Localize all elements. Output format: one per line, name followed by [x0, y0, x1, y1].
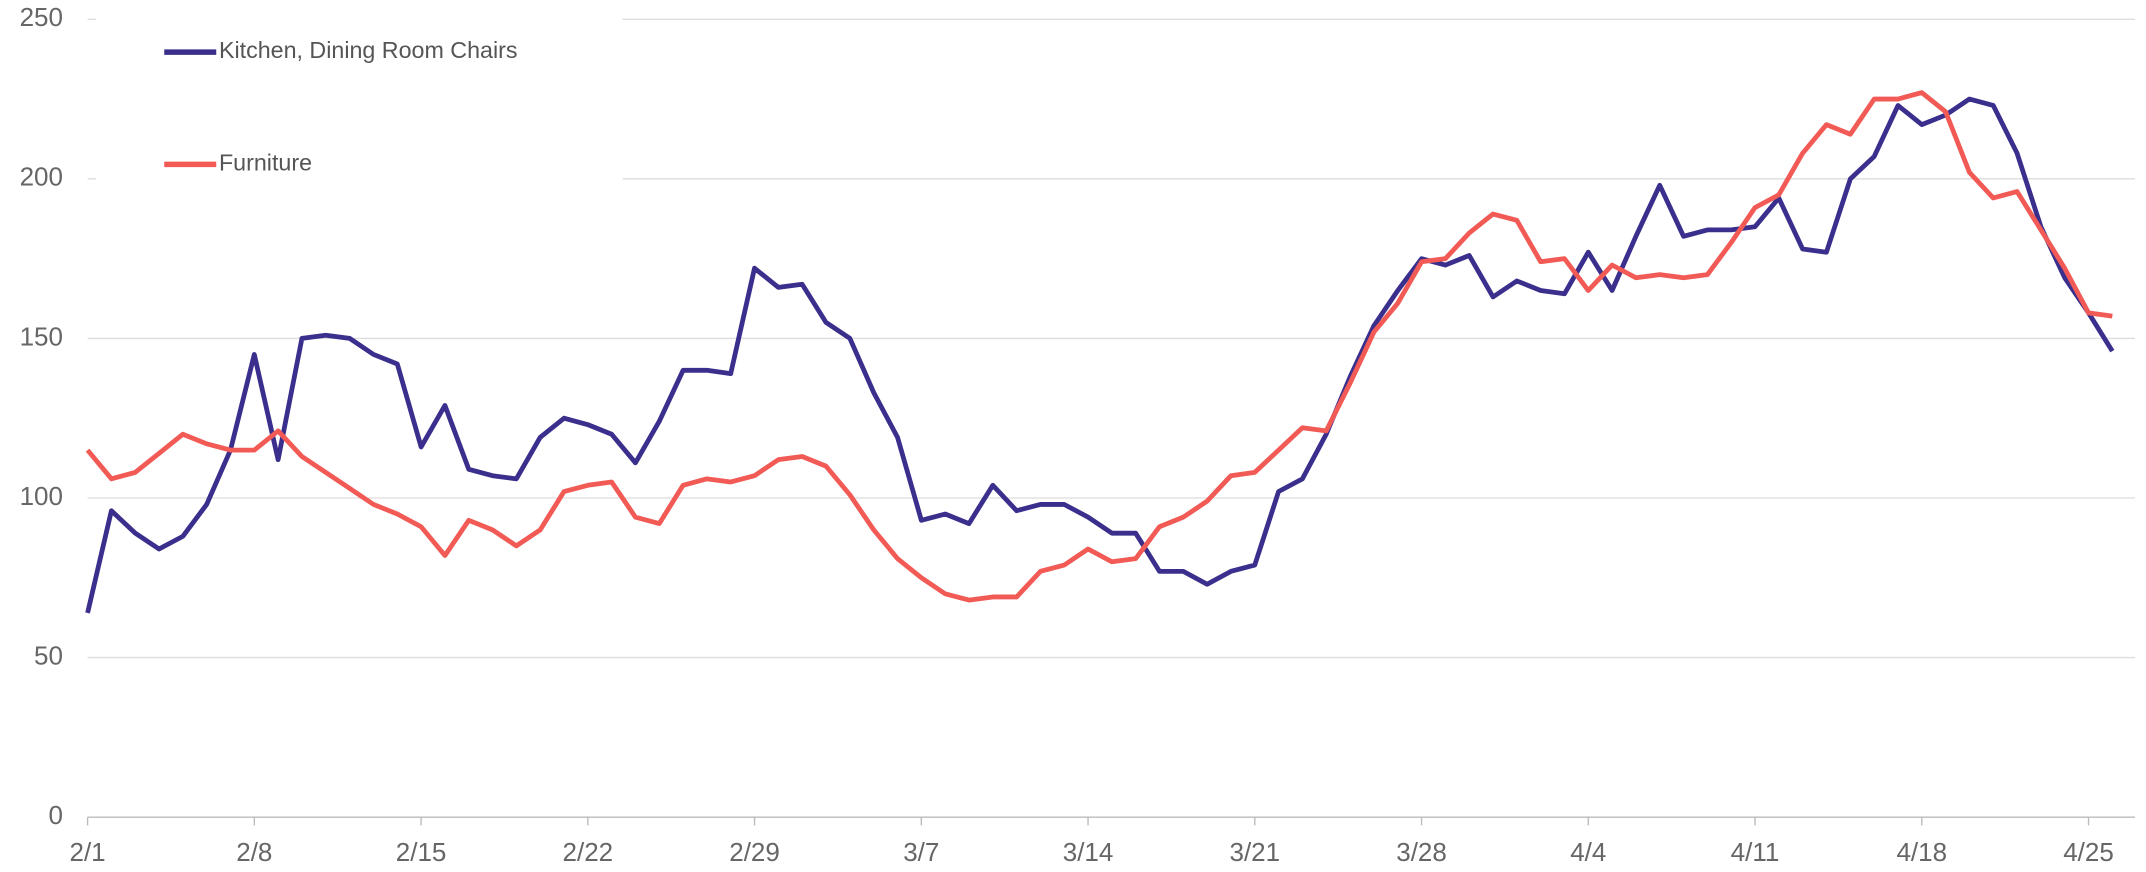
- series-line: [85, 90, 2113, 603]
- x-tick-label: 3/28: [1396, 837, 1447, 867]
- x-tick-label: 2/8: [236, 837, 272, 867]
- y-tick-label: 0: [48, 800, 62, 830]
- x-tick-label: 3/7: [903, 837, 939, 867]
- y-tick-label: 200: [20, 162, 63, 192]
- x-tick-label: 2/1: [70, 837, 106, 867]
- x-tick-label: 3/14: [1063, 837, 1114, 867]
- x-tick-label: 4/18: [1896, 837, 1947, 867]
- x-tick-label: 4/4: [1570, 837, 1606, 867]
- x-tick-label: 2/29: [729, 837, 780, 867]
- y-tick-label: 50: [34, 640, 63, 670]
- legend-label: Kitchen, Dining Room Chairs: [219, 37, 518, 63]
- x-tick-label: 2/15: [396, 837, 447, 867]
- legend-label: Furniture: [219, 149, 312, 175]
- y-tick-label: 100: [20, 481, 63, 511]
- legend-box: [95, 0, 623, 206]
- series-line: [85, 96, 2115, 614]
- x-tick-label: 4/11: [1731, 837, 1780, 867]
- x-tick-label: 2/22: [563, 837, 614, 867]
- y-tick-label: 150: [20, 321, 63, 351]
- x-tick-label: 4/25: [2063, 837, 2114, 867]
- x-tick-label: 3/21: [1229, 837, 1280, 867]
- y-tick-label: 250: [20, 2, 63, 32]
